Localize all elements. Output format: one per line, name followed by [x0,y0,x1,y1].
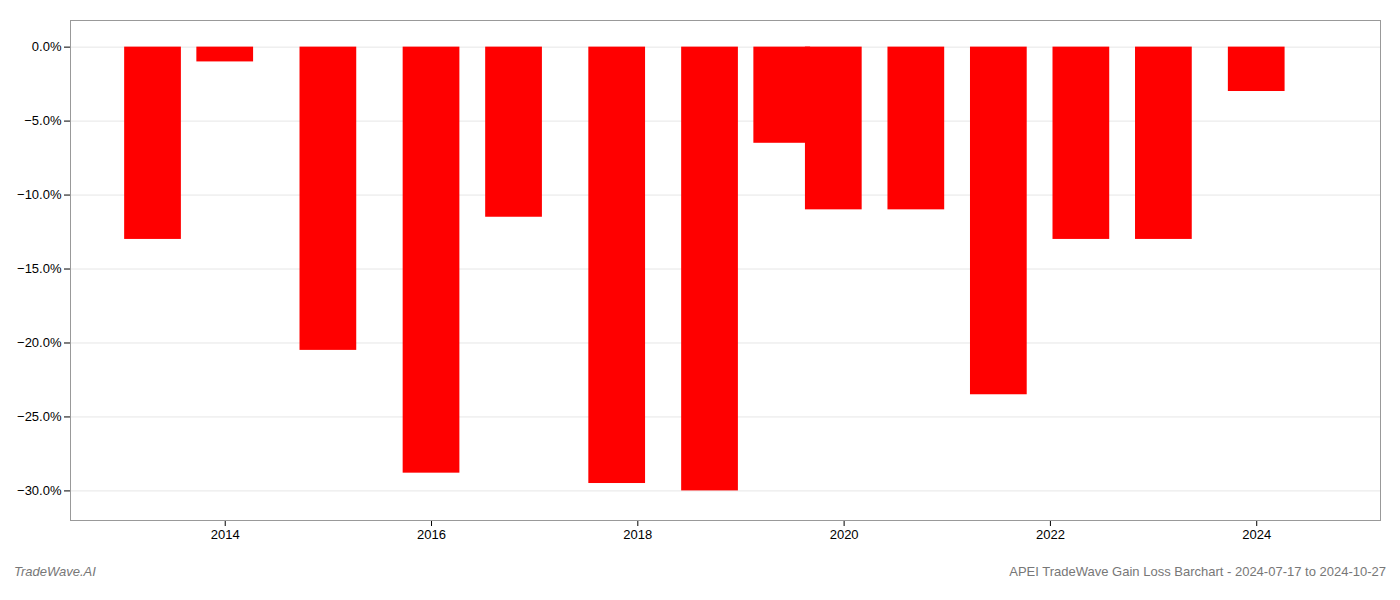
svg-text:−15.0%: −15.0% [17,261,62,276]
svg-text:2024: 2024 [1242,527,1271,542]
svg-text:2014: 2014 [211,527,240,542]
svg-text:0.0%: 0.0% [32,39,62,54]
svg-text:−10.0%: −10.0% [17,187,62,202]
svg-text:−20.0%: −20.0% [17,335,62,350]
svg-text:2016: 2016 [417,527,446,542]
svg-text:2022: 2022 [1036,527,1065,542]
html-text:TradeWave.AI: TradeWave.AI [14,564,96,579]
svg-text:2020: 2020 [830,527,859,542]
svg-text:2018: 2018 [623,527,652,542]
svg-text:−5.0%: −5.0% [24,113,62,128]
svg-text:−25.0%: −25.0% [17,409,62,424]
svg-text:−30.0%: −30.0% [17,483,62,498]
html-text:APEI TradeWave Gain Loss Barch: APEI TradeWave Gain Loss Barchart - 2024… [1009,564,1386,579]
